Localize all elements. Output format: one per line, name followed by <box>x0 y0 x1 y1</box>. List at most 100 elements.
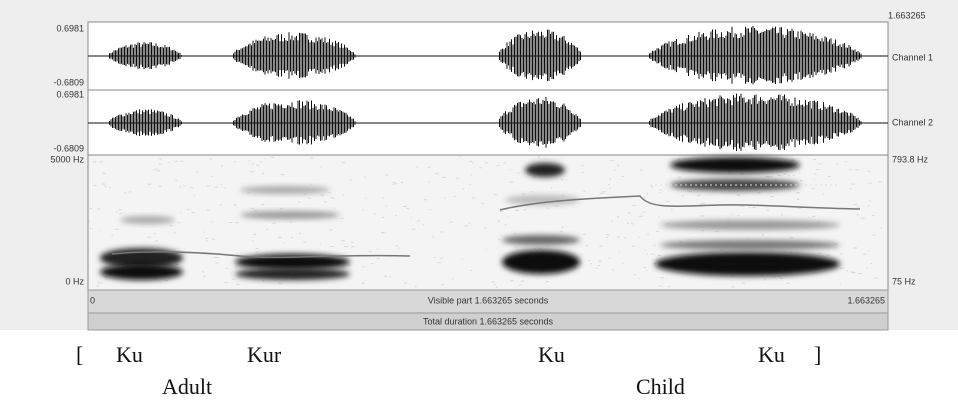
spec-noise <box>561 179 564 180</box>
spec-noise <box>583 234 586 235</box>
spec-noise <box>192 212 196 213</box>
time-end-top: 1.663265 <box>888 10 926 20</box>
spec-noise <box>666 201 670 202</box>
spec-noise <box>731 214 732 215</box>
spec-noise <box>225 187 226 188</box>
formant <box>240 186 330 194</box>
spec-noise <box>234 161 236 162</box>
spec-noise <box>225 268 228 269</box>
spec-noise <box>840 253 843 254</box>
spec-noise <box>777 276 780 277</box>
spec-noise <box>462 258 463 259</box>
spec-noise <box>261 204 265 205</box>
spec-noise <box>659 192 660 193</box>
spec-noise <box>702 203 706 204</box>
spec-noise <box>212 176 214 177</box>
spec-noise <box>799 173 800 174</box>
spec-noise <box>459 156 460 157</box>
spec-noise <box>800 180 802 181</box>
spec-noise <box>658 285 662 286</box>
spec-noise <box>701 230 704 231</box>
spec-noise <box>377 258 380 259</box>
spec-noise <box>401 182 403 183</box>
spec-noise <box>174 161 178 162</box>
spec-noise <box>790 237 794 238</box>
spec-noise <box>90 228 92 229</box>
formant <box>235 268 350 280</box>
spec-noise <box>157 170 160 171</box>
spec-noise <box>341 240 345 241</box>
spec-noise <box>849 169 851 170</box>
spec-noise <box>405 283 407 284</box>
spec-noise <box>415 286 417 287</box>
ch2-min: -0.6809 <box>53 143 84 153</box>
spec-noise <box>796 252 797 253</box>
spec-noise <box>791 160 794 161</box>
spec-noise <box>653 245 655 246</box>
spec-noise <box>547 208 549 209</box>
spec-noise <box>855 169 858 170</box>
spec-noise <box>392 182 395 183</box>
spec-noise <box>639 237 640 238</box>
spec-noise <box>869 183 870 184</box>
spec-noise <box>740 206 744 207</box>
spec-noise <box>215 186 219 187</box>
spec-noise <box>678 159 680 160</box>
spec-noise <box>727 219 728 220</box>
spec-noise <box>840 268 844 269</box>
spec-noise <box>382 198 384 199</box>
spec-noise <box>321 195 325 196</box>
formant <box>660 220 840 230</box>
spec-noise <box>617 165 619 166</box>
spec-noise <box>647 234 649 235</box>
spec-noise <box>203 276 205 277</box>
spec-noise <box>290 222 292 223</box>
spec-noise <box>609 188 611 189</box>
spec-noise <box>159 186 162 187</box>
spec-noise <box>272 223 275 224</box>
spec-noise <box>154 233 156 234</box>
spec-noise <box>187 209 189 210</box>
spec-noise <box>499 211 503 212</box>
spec-noise <box>252 240 253 241</box>
ch2-label: Channel 2 <box>892 117 933 127</box>
spec-noise <box>183 185 185 186</box>
spec-noise <box>752 207 756 208</box>
spec-noise <box>281 174 285 175</box>
spec-noise <box>211 222 213 223</box>
spec-noise <box>116 211 118 212</box>
spec-noise <box>151 246 153 247</box>
spec-noise <box>606 237 608 238</box>
spec-noise <box>403 206 406 207</box>
spec-noise <box>814 179 815 180</box>
spec-noise <box>479 167 481 168</box>
spec-noise <box>260 161 262 162</box>
spec-noise <box>767 210 769 211</box>
spec-noise <box>881 227 882 228</box>
spec-noise <box>611 221 613 222</box>
spec-noise <box>462 188 464 189</box>
spec-noise <box>278 237 281 238</box>
spec-noise <box>590 263 592 264</box>
spec-noise <box>377 248 378 249</box>
spec-noise <box>175 180 177 181</box>
spec-noise <box>867 267 869 268</box>
spec-noise <box>737 195 740 196</box>
spec-noise <box>643 267 646 268</box>
spec-noise <box>608 184 609 185</box>
spec-noise <box>221 184 223 185</box>
spec-noise <box>220 204 222 205</box>
spec-noise <box>271 157 275 158</box>
spec-noise <box>599 246 602 247</box>
spec-noise <box>624 237 626 238</box>
spec-noise <box>818 253 821 254</box>
spec-noise <box>115 229 119 230</box>
spec-noise <box>256 165 259 166</box>
spec-noise <box>796 192 800 193</box>
spec-noise <box>109 187 111 188</box>
spec-noise <box>159 164 162 165</box>
spec-noise <box>700 215 704 216</box>
spec-noise <box>741 173 743 174</box>
spec-noise <box>651 254 654 255</box>
spec-noise <box>342 162 345 163</box>
